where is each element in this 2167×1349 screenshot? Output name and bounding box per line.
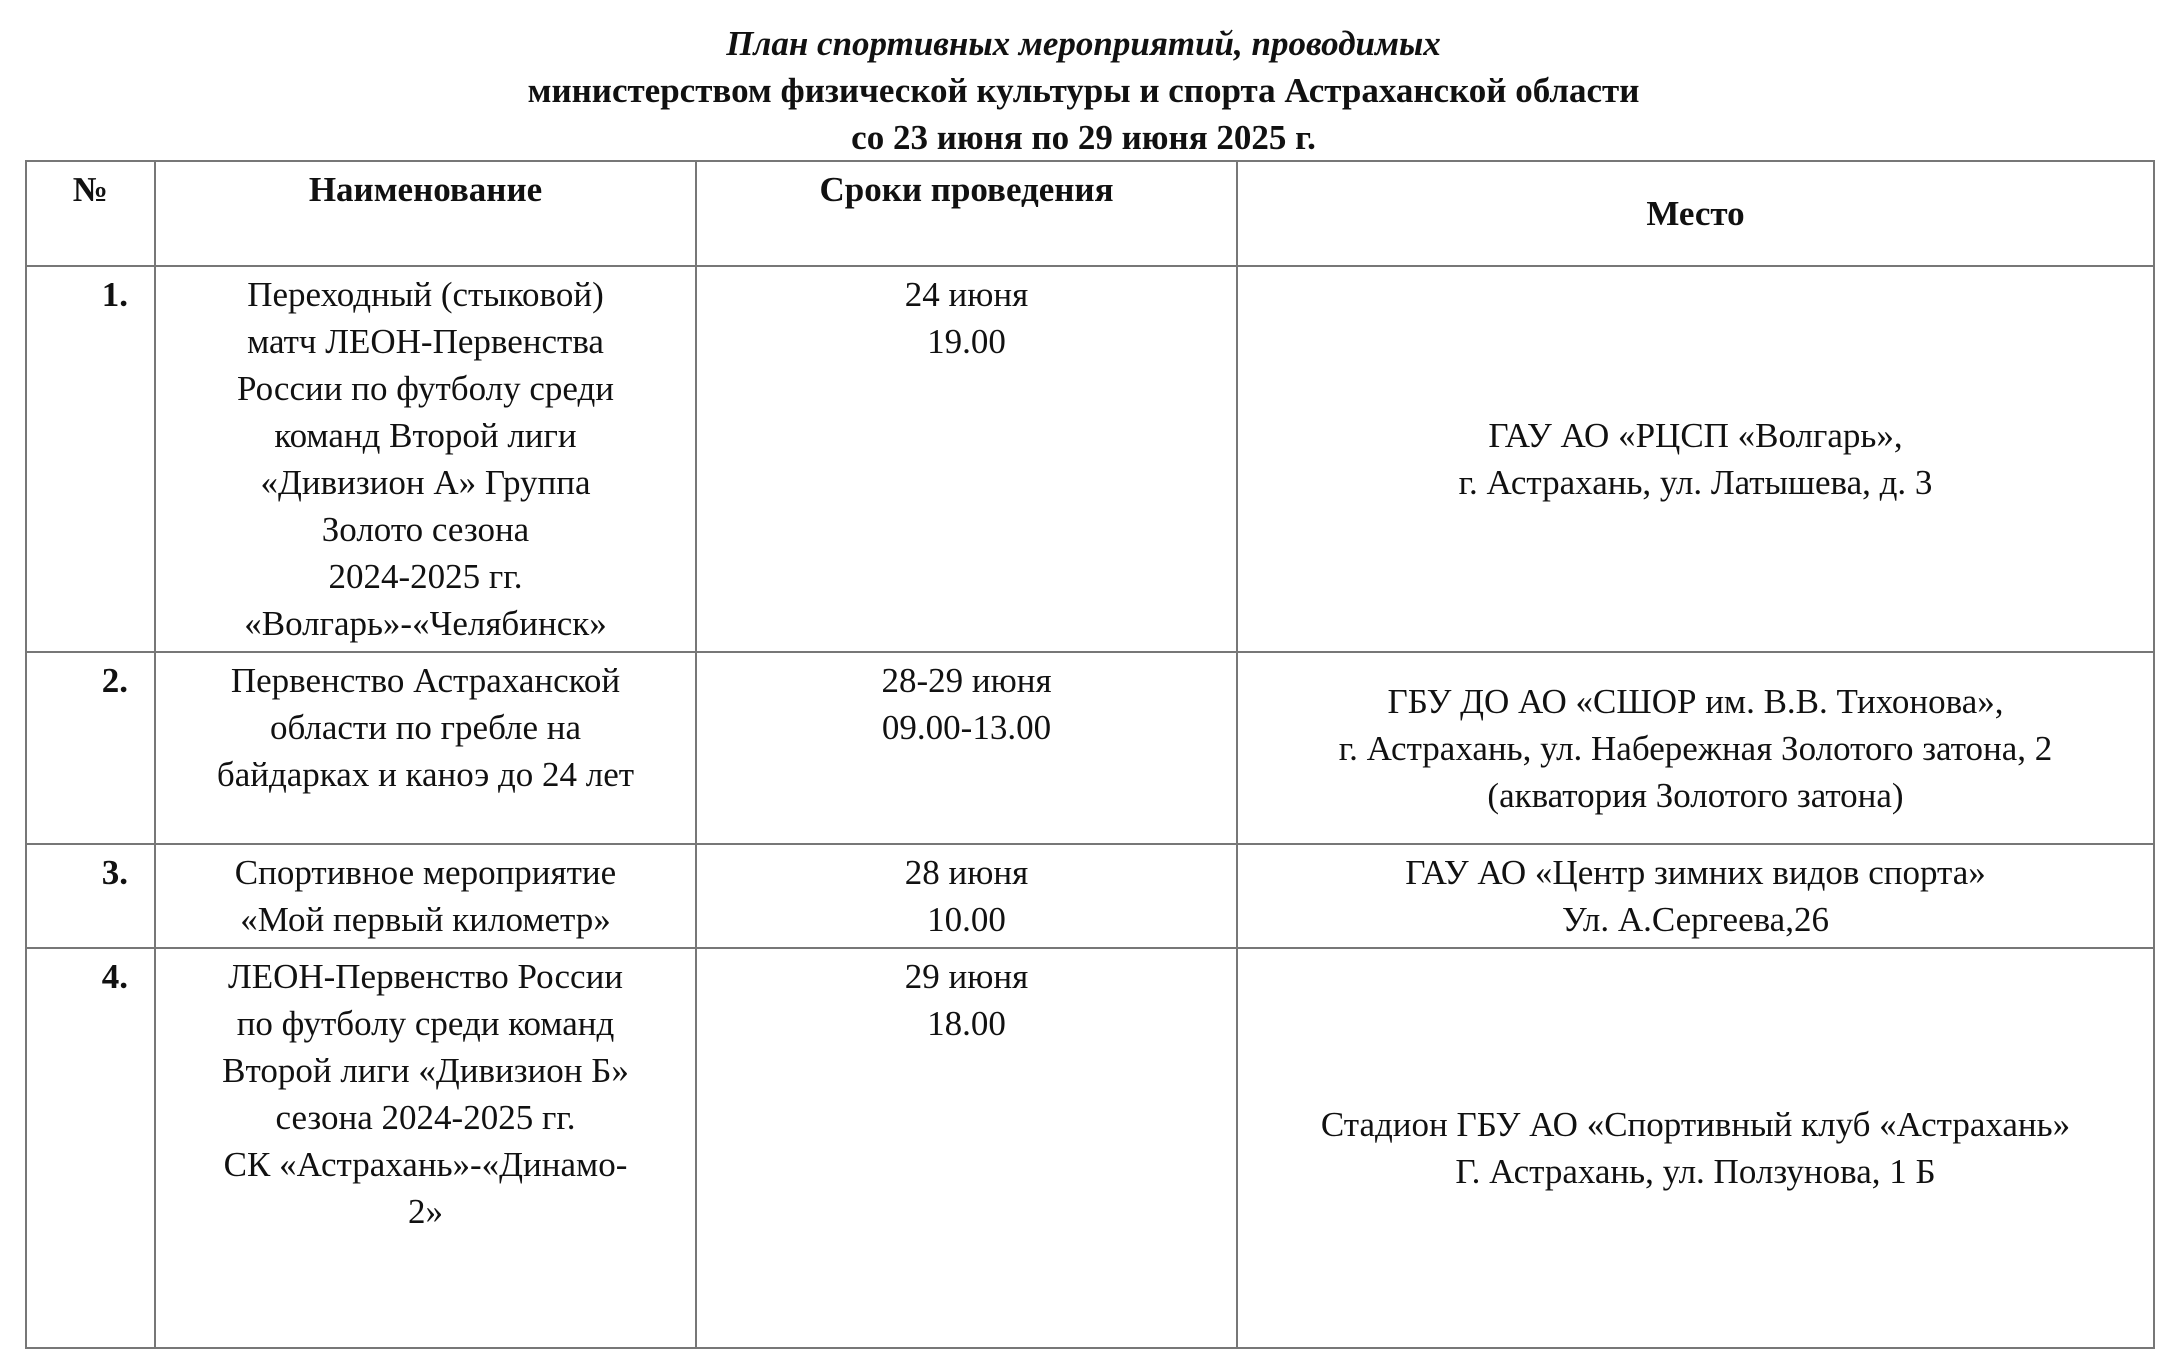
table-row: 1. Переходный (стыковой) матч ЛЕОН-Первенс… — [25, 265, 2155, 653]
event-name-line: области по гребле на — [269, 708, 582, 747]
event-dates-cell: 28-29 июня 09.00-13.00 — [695, 651, 1238, 845]
event-place-line: Г. Астрахань, ул. Ползунова, 1 Б — [1455, 1152, 1936, 1191]
table-header-row: № Наименование Сроки проведения Место — [25, 160, 2155, 267]
event-place-line: г. Астрахань, ул. Набережная Золотого за… — [1338, 728, 2053, 768]
event-dates-line: 24 июня — [904, 275, 1029, 314]
event-place-line: ГАУ АО «Центр зимних видов спорта» — [1405, 853, 1986, 892]
event-name-line: по футболу среди команд — [236, 1004, 615, 1043]
event-name-line: Второй лиги «Дивизион Б» — [222, 1051, 629, 1090]
event-name-line: «Мой первый километр» — [240, 900, 611, 939]
event-dates-line: 28-29 июня — [881, 661, 1052, 700]
event-dates-cell: 28 июня 10.00 — [695, 843, 1238, 949]
header-num: № — [25, 160, 156, 267]
event-place-cell: ГАУ АО «РЦСП «Волгарь», г. Астрахань, ул.… — [1236, 265, 2155, 653]
event-dates-line: 10.00 — [927, 900, 1006, 939]
event-place-cell: Стадион ГБУ АО «Спортивный клуб «Астраха… — [1236, 947, 2155, 1349]
event-name-cell: Спортивное мероприятие «Мой первый киломе… — [154, 843, 697, 949]
event-dates-cell: 29 июня 18.00 — [695, 947, 1238, 1349]
event-place-line: ГАУ АО «РЦСП «Волгарь», — [1488, 416, 1903, 455]
event-name-line: команд Второй лиги — [274, 416, 577, 455]
event-place-line: Стадион ГБУ АО «Спортивный клуб «Астраха… — [1320, 1105, 2071, 1144]
events-table: № Наименование Сроки проведения Место 1.… — [25, 160, 2155, 1349]
event-name-line: 2024-2025 гг. — [328, 557, 523, 596]
event-name-line: байдарках и каноэ до 24 лет — [216, 755, 635, 794]
event-name-line: СК «Астрахань»-«Динамо- — [223, 1145, 628, 1184]
event-name-cell: ЛЕОН-Первенство России по футболу среди к… — [154, 947, 697, 1349]
event-place-cell: ГБУ ДО АО «СШОР им. В.В. Тихонова», г. Ас… — [1236, 651, 2155, 845]
event-place-line: Ул. А.Сергеева,26 — [1562, 900, 1829, 939]
header-name: Наименование — [154, 160, 697, 267]
event-name-line: сезона 2024-2025 гг. — [275, 1098, 576, 1137]
event-name-cell: Переходный (стыковой) матч ЛЕОН-Первенств… — [154, 265, 697, 653]
document-title-line-2: министерством физической культуры и спор… — [527, 71, 1640, 110]
event-dates-line: 29 июня — [904, 957, 1029, 996]
document-title-line-3: со 23 июня по 29 июня 2025 г. — [851, 118, 1316, 157]
header-dates: Сроки проведения — [695, 160, 1238, 267]
table-row: 4. ЛЕОН-Первенство России по футболу среди… — [25, 947, 2155, 1349]
event-name-line: 2» — [408, 1192, 443, 1231]
table-row: 2. Первенство Астраханской области по греб… — [25, 651, 2155, 845]
event-name-cell: Первенство Астраханской области по гребле… — [154, 651, 697, 845]
event-dates-line: 28 июня — [904, 853, 1029, 892]
event-place-cell: ГАУ АО «Центр зимних видов спорта» Ул. А.… — [1236, 843, 2155, 949]
document-title-line-1: План спортивных мероприятий, проводимых — [726, 24, 1441, 63]
event-dates-cell: 24 июня 19.00 — [695, 265, 1238, 653]
event-name-line: Переходный (стыковой) — [247, 275, 604, 314]
event-name-line: «Дивизион А» Группа — [260, 463, 591, 502]
header-place: Место — [1236, 160, 2155, 267]
event-name-line: ЛЕОН-Первенство России — [227, 957, 624, 996]
event-dates-line: 09.00-13.00 — [881, 708, 1052, 747]
event-place-line: ГБУ ДО АО «СШОР им. В.В. Тихонова», — [1387, 681, 2004, 721]
row-number: 2. — [25, 651, 156, 845]
row-number: 4. — [25, 947, 156, 1349]
event-dates-line: 19.00 — [927, 322, 1006, 361]
event-dates-line: 18.00 — [927, 1004, 1006, 1043]
event-name-line: Золото сезона — [321, 510, 530, 549]
table-row: 3. Спортивное мероприятие «Мой первый кило… — [25, 843, 2155, 949]
event-name-line: Спортивное мероприятие — [234, 853, 617, 892]
event-name-line: матч ЛЕОН-Первенства — [247, 322, 604, 361]
event-place-line: (акватория Золотого затона) — [1487, 775, 1904, 815]
event-name-line: Первенство Астраханской — [230, 661, 621, 700]
row-number: 1. — [25, 265, 156, 653]
event-name-line: России по футболу среди — [236, 369, 615, 408]
table-body: 1. Переходный (стыковой) матч ЛЕОН-Первенс… — [25, 265, 2155, 1349]
event-name-line: «Волгарь»-«Челябинск» — [244, 604, 607, 643]
row-number: 3. — [25, 843, 156, 949]
event-place-line: г. Астрахань, ул. Латышева, д. 3 — [1458, 463, 1933, 502]
